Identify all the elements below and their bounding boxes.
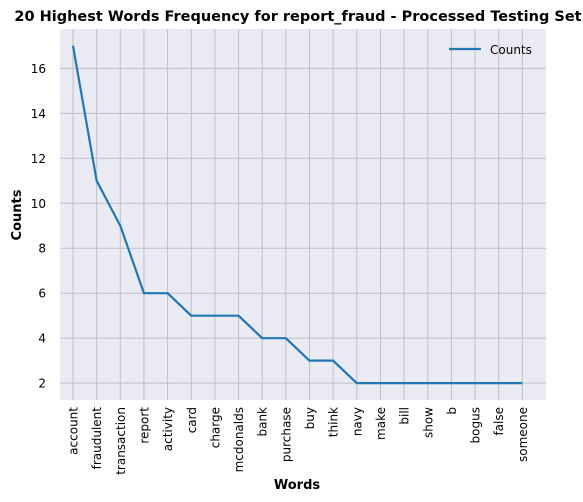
x-tick-label: buy — [303, 407, 317, 429]
y-tick-label: 12 — [31, 152, 46, 166]
x-tick-label: transaction — [114, 407, 128, 475]
x-tick-label: make — [374, 407, 388, 440]
x-tick-label: bogus — [469, 407, 483, 443]
chart-title: 20 Highest Words Frequency for report_fr… — [14, 9, 581, 25]
plot-area — [60, 29, 546, 400]
x-tick-label: charge — [208, 407, 222, 448]
x-tick-label: show — [421, 407, 435, 438]
y-tick-label: 10 — [31, 197, 46, 211]
x-tick-label: account — [67, 407, 81, 455]
x-tick-label: mcdonalds — [232, 407, 246, 472]
x-tick-label: bill — [398, 407, 412, 425]
x-tick-label: purchase — [279, 407, 293, 462]
legend-label-counts: Counts — [490, 43, 532, 57]
y-tick-label: 6 — [38, 287, 46, 301]
x-tick-label: b — [445, 407, 459, 415]
x-tick-label: navy — [350, 407, 364, 436]
x-axis-label: Words — [274, 478, 321, 493]
legend: Counts — [449, 43, 532, 57]
x-tick-label: activity — [161, 407, 175, 451]
y-tick-label: 16 — [31, 62, 46, 76]
y-tick-label: 8 — [38, 242, 46, 256]
y-tick-label: 4 — [38, 332, 46, 346]
x-axis-ticks: account fraudulent transaction report activi… — [67, 407, 530, 475]
series-line-counts — [71, 45, 523, 385]
x-tick-label: someone — [516, 407, 530, 462]
x-tick-label: bank — [256, 407, 270, 437]
grid-lines — [60, 29, 546, 400]
x-tick-label: think — [327, 407, 341, 437]
y-axis-label: Counts — [10, 189, 25, 240]
x-tick-label: card — [185, 407, 199, 433]
x-tick-label: fraudulent — [90, 407, 104, 470]
x-tick-label: false — [492, 407, 506, 436]
y-tick-label: 2 — [38, 377, 46, 391]
y-axis-ticks: 2 4 6 8 10 12 14 16 — [31, 62, 46, 391]
y-tick-label: 14 — [31, 107, 46, 121]
x-tick-label: report — [137, 407, 151, 444]
